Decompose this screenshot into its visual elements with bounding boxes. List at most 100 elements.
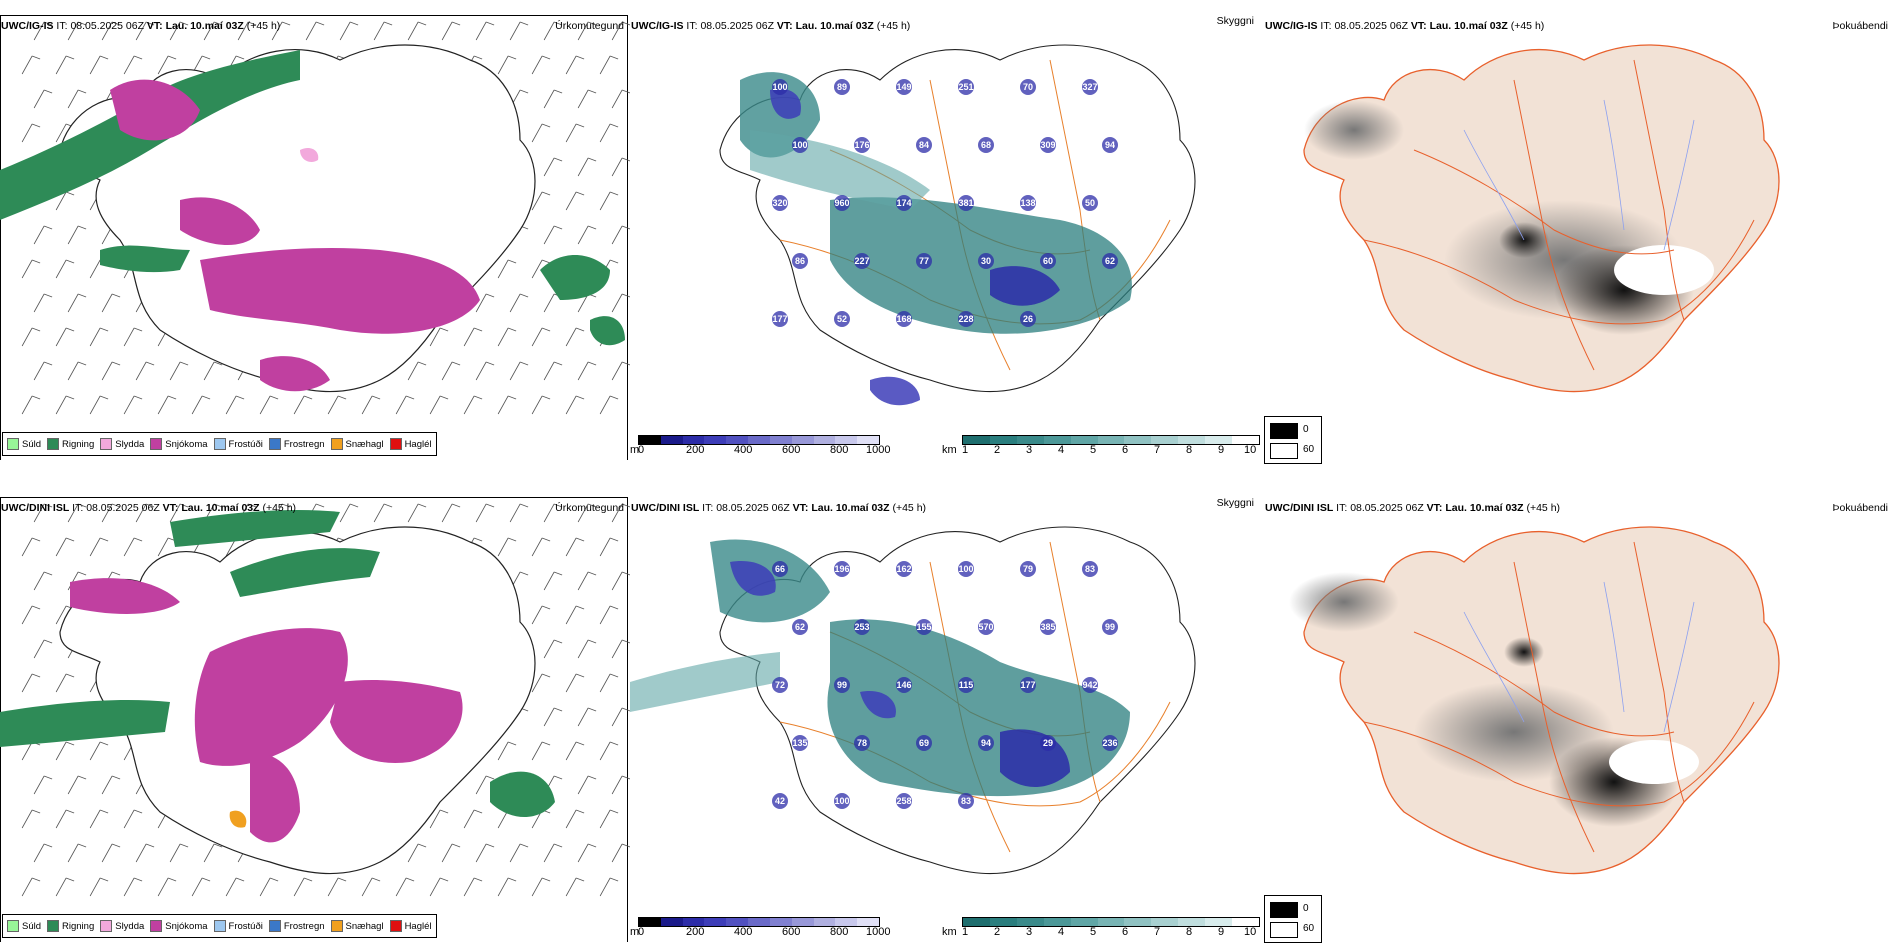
legend-item: Snæhagl xyxy=(330,920,384,932)
wind-barb xyxy=(611,361,630,381)
visibility-label: 177 xyxy=(772,314,787,324)
visibility-label: 62 xyxy=(1105,256,1115,266)
wind-barb xyxy=(577,21,597,41)
wind-barb xyxy=(509,843,529,863)
legend-label: Snjókoma xyxy=(165,438,208,450)
wind-barb xyxy=(225,877,245,897)
wind-barb xyxy=(67,361,87,381)
visibility-tick: 5 xyxy=(1090,926,1097,938)
visibility-colorbar-cell xyxy=(989,436,1017,444)
visibility-label: 60 xyxy=(1043,256,1053,266)
legend-item: Haglél xyxy=(389,920,432,932)
height-colorbar-cell xyxy=(857,436,879,444)
visibility-unit: km xyxy=(942,444,957,456)
visibility-label: 100 xyxy=(834,796,849,806)
visibility-tick: 4 xyxy=(1058,444,1065,456)
visibility-label-marker xyxy=(978,253,994,269)
precip-panel-row2: UWC/DINI ISL IT: 08.05.2025 06Z VT: Lau.… xyxy=(0,482,630,942)
fog-legend-value: 60 xyxy=(1303,923,1315,934)
visibility-label-marker xyxy=(958,79,974,95)
wind-barb xyxy=(293,877,313,897)
it-label: IT: xyxy=(1336,502,1348,514)
wind-barb xyxy=(407,361,427,381)
visibility-tick: 4 xyxy=(1058,926,1065,938)
wind-barb xyxy=(429,327,449,347)
visibility-label-marker xyxy=(958,311,974,327)
wind-barb xyxy=(101,361,121,381)
wind-barb xyxy=(611,293,630,313)
wind-barb xyxy=(55,395,75,415)
wind-barb xyxy=(55,327,75,347)
visibility-label: 174 xyxy=(896,198,911,208)
height-tick: 0 xyxy=(638,444,645,456)
height-colorbar-cell xyxy=(835,436,858,444)
visibility-label-marker xyxy=(854,137,870,153)
height-colorbar-cell xyxy=(682,918,705,926)
wind-barb xyxy=(497,259,517,279)
wind-barb xyxy=(577,89,597,109)
fog-legend-value: 0 xyxy=(1303,424,1309,435)
visibility-label-marker xyxy=(834,677,850,693)
wind-barb xyxy=(361,877,381,897)
wind-barb xyxy=(543,157,563,177)
visibility-label-marker xyxy=(916,735,932,751)
cloud-panel-row2: UWC/DINI ISL IT: 08.05.2025 06Z VT: Lau.… xyxy=(630,482,1260,942)
wind-barb xyxy=(67,21,87,41)
wind-barb xyxy=(157,395,177,415)
wind-barb xyxy=(429,809,449,829)
wind-barb xyxy=(55,259,75,279)
visibility-label-marker xyxy=(1040,735,1056,751)
wind-barb xyxy=(55,673,75,693)
visibility-colorbar-cell xyxy=(1043,918,1071,926)
wind-barb xyxy=(599,537,619,557)
visibility-label-marker xyxy=(854,735,870,751)
legend-swatch xyxy=(268,920,281,932)
wind-barb xyxy=(21,123,41,143)
visibility-label-marker xyxy=(1102,619,1118,635)
visibility-label: 68 xyxy=(981,140,991,150)
wind-barb xyxy=(89,809,109,829)
visibility-tick: 1 xyxy=(962,926,969,938)
visibility-label-marker xyxy=(896,195,912,211)
height-colorbar-cell xyxy=(639,918,661,926)
legend-item: Snjókoma xyxy=(150,920,208,932)
wind-barb xyxy=(33,571,53,591)
it-value: 08.05.2025 06Z xyxy=(716,502,790,514)
visibility-label-marker xyxy=(834,561,850,577)
wind-barb xyxy=(577,775,597,795)
height-colorbar-cell xyxy=(726,436,749,444)
wind-barb xyxy=(611,707,630,727)
visibility-label: 155 xyxy=(916,622,931,632)
wind-barb xyxy=(101,775,121,795)
vt-label: VT: xyxy=(146,20,163,32)
vt-label: VT: xyxy=(1426,502,1443,514)
wind-barb xyxy=(475,21,495,41)
wind-barb xyxy=(429,395,449,415)
wind-barb xyxy=(577,157,597,177)
visibility-tick: 10 xyxy=(1244,444,1257,456)
visibility-colorbar-swatches xyxy=(962,917,1260,927)
lead-time: (+45 h) xyxy=(1510,20,1545,32)
fog-legend-value: 0 xyxy=(1303,903,1309,914)
road-network xyxy=(1363,541,1755,853)
panel-title: UWC/IG-IS IT: 08.05.2025 06Z VT: Lau. 10… xyxy=(631,20,910,32)
visibility-label-marker xyxy=(772,195,788,211)
wind-barb xyxy=(327,395,347,415)
wind-barb xyxy=(565,327,585,347)
legend-label: Snæhagl xyxy=(345,438,384,450)
visibility-colorbar-cell xyxy=(1151,918,1179,926)
panel-title: UWC/IG-IS IT: 08.05.2025 06Z VT: Lau. 10… xyxy=(1,20,280,32)
wind-barb xyxy=(135,843,155,863)
wind-barb xyxy=(531,605,551,625)
visibility-label-marker xyxy=(896,79,912,95)
wind-barb xyxy=(497,327,517,347)
visibility-tick: 9 xyxy=(1218,444,1225,456)
legend-item: Súld xyxy=(7,438,41,450)
visibility-label-marker xyxy=(958,195,974,211)
wind-barb xyxy=(441,21,461,41)
wind-barb xyxy=(21,809,41,829)
precip-panel-row1: UWC/IG-IS IT: 08.05.2025 06Z VT: Lau. 10… xyxy=(0,0,630,460)
legend-label: Rigning xyxy=(62,438,95,450)
visibility-label: 149 xyxy=(896,82,911,92)
precip-map xyxy=(0,21,630,415)
